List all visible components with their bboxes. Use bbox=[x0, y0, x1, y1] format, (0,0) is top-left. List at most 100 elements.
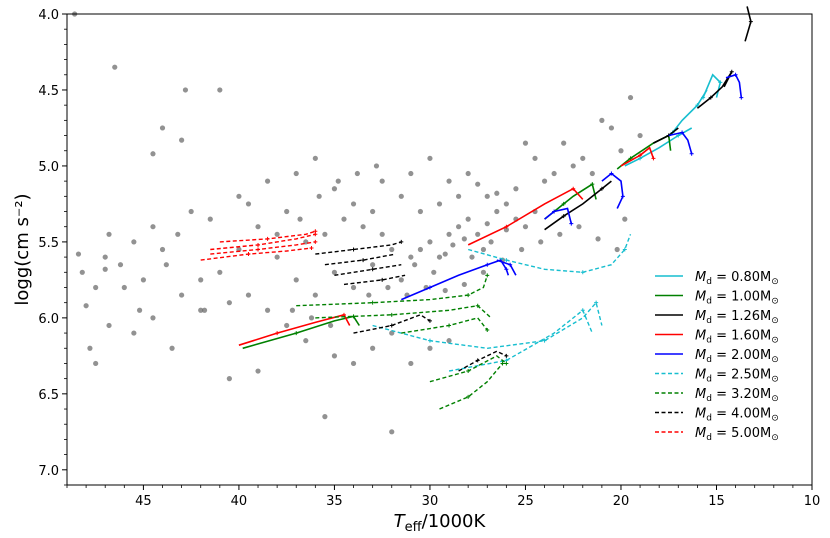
star-point bbox=[312, 292, 318, 298]
track-line bbox=[725, 73, 743, 98]
star-point bbox=[350, 360, 357, 367]
track-marker bbox=[246, 252, 251, 257]
x-tick-label: 45 bbox=[135, 494, 152, 509]
star-point bbox=[255, 224, 261, 230]
track-marker bbox=[504, 353, 509, 358]
track-marker bbox=[256, 242, 261, 247]
legend-label: Md = 3.20M⊙ bbox=[695, 387, 779, 404]
star-point bbox=[179, 137, 185, 143]
star-point bbox=[284, 322, 290, 329]
track-marker bbox=[733, 72, 738, 77]
track-line bbox=[620, 146, 655, 167]
star-point bbox=[163, 262, 169, 268]
star-point bbox=[469, 254, 475, 260]
star-point bbox=[427, 155, 433, 161]
track-marker bbox=[638, 153, 643, 158]
star-point bbox=[150, 151, 156, 157]
star-point bbox=[293, 170, 299, 177]
track-line bbox=[439, 363, 504, 410]
series-7-tracks bbox=[296, 273, 509, 410]
star-point bbox=[308, 315, 315, 321]
legend-label: Md = 5.00M⊙ bbox=[695, 426, 779, 443]
evolution-tracks-layer bbox=[200, 6, 753, 410]
track-marker bbox=[561, 214, 566, 219]
series-8-tracks bbox=[315, 239, 509, 372]
star-point bbox=[389, 429, 395, 435]
track-marker bbox=[620, 194, 625, 199]
x-tick-label: 40 bbox=[231, 494, 248, 509]
star-point bbox=[622, 216, 628, 222]
star-point bbox=[207, 216, 213, 222]
track-marker bbox=[739, 95, 744, 100]
star-point bbox=[331, 269, 338, 275]
star-point bbox=[446, 178, 452, 184]
star-point bbox=[503, 201, 509, 207]
star-point bbox=[431, 269, 437, 275]
star-point bbox=[417, 208, 423, 215]
star-point bbox=[442, 287, 448, 294]
star-point bbox=[198, 277, 204, 283]
track-marker bbox=[399, 239, 404, 244]
x-axis-title-sub: eff bbox=[405, 520, 423, 535]
star-point bbox=[75, 251, 82, 257]
star-point bbox=[637, 132, 643, 139]
track-marker bbox=[475, 358, 480, 363]
star-point bbox=[398, 193, 404, 199]
track-line bbox=[353, 314, 431, 334]
track-line bbox=[429, 355, 507, 383]
star-point bbox=[106, 322, 112, 329]
star-point bbox=[102, 254, 108, 260]
legend-label: Md = 0.80M⊙ bbox=[695, 270, 779, 287]
star-point bbox=[465, 216, 471, 222]
track-marker bbox=[748, 19, 753, 24]
star-point bbox=[150, 315, 156, 321]
star-point bbox=[175, 231, 181, 237]
track-marker bbox=[370, 267, 375, 272]
star-point bbox=[608, 125, 615, 131]
star-point bbox=[102, 266, 108, 272]
star-point bbox=[106, 231, 112, 237]
star-point bbox=[442, 251, 448, 257]
star-point bbox=[159, 246, 166, 253]
track-marker bbox=[708, 95, 713, 100]
y-tick-label: 4.0 bbox=[38, 8, 59, 23]
star-point bbox=[551, 170, 557, 177]
legend-item: Md = 4.00M⊙ bbox=[655, 407, 779, 424]
track-marker bbox=[542, 338, 547, 343]
track-marker bbox=[275, 331, 280, 336]
star-point bbox=[446, 338, 452, 344]
x-tick-label: 15 bbox=[708, 494, 725, 509]
legend-item: Md = 1.00M⊙ bbox=[655, 290, 779, 307]
track-marker bbox=[500, 361, 505, 366]
legend-label: Md = 2.50M⊙ bbox=[695, 368, 779, 385]
star-point bbox=[475, 231, 481, 237]
track-marker bbox=[361, 258, 366, 263]
track-line bbox=[242, 315, 360, 350]
star-point bbox=[627, 94, 634, 101]
track-marker bbox=[313, 229, 318, 234]
star-point bbox=[354, 170, 360, 177]
star-point bbox=[580, 155, 586, 161]
star-point bbox=[370, 262, 376, 268]
star-point bbox=[226, 376, 232, 382]
track-marker bbox=[485, 273, 490, 278]
star-point bbox=[331, 353, 338, 359]
star-point bbox=[389, 330, 395, 336]
star-point bbox=[274, 254, 280, 260]
star-point bbox=[226, 300, 232, 306]
x-tick-label: 30 bbox=[422, 494, 439, 509]
star-point bbox=[312, 155, 318, 161]
star-point bbox=[385, 284, 391, 291]
star-point bbox=[417, 246, 423, 253]
star-point bbox=[322, 414, 328, 420]
star-point bbox=[370, 345, 376, 351]
track-line bbox=[401, 317, 488, 334]
star-point bbox=[350, 201, 357, 207]
x-tick-label: 20 bbox=[613, 494, 630, 509]
star-point bbox=[217, 87, 223, 93]
star-point bbox=[532, 155, 538, 161]
star-point bbox=[328, 322, 334, 329]
x-axis-ticks: 45 40 35 30 25 20 15 10 bbox=[66, 485, 820, 509]
track-line bbox=[544, 180, 612, 231]
